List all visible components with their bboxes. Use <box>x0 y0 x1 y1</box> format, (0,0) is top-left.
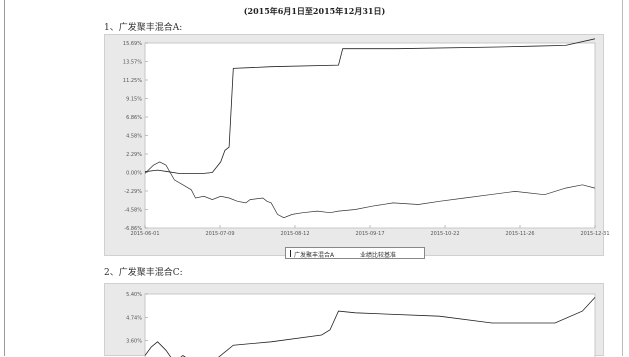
report-header-line2: (2015年6月1日至2015年12月31日) <box>243 6 386 16</box>
y-tick-label: 15.69% <box>123 41 142 47</box>
y-tick-label: 2.29% <box>126 152 142 158</box>
y-tick-label: 3.60% <box>126 339 142 345</box>
x-tick-label: 2015-11-26 <box>505 231 534 237</box>
x-tick-label: 2015-12-31 <box>580 231 609 237</box>
page-frame <box>4 0 623 356</box>
plot-area <box>144 42 596 229</box>
section-title-a: 1、广发聚丰混合A: <box>104 23 183 33</box>
series-line-benchmark <box>144 161 596 219</box>
legend-benchmark: 业绩比较基准 <box>360 252 397 259</box>
x-tick-label: 2015-07-09 <box>205 231 234 237</box>
x-tick-label: 2015-06-01 <box>130 231 159 237</box>
series-line-fund <box>144 38 596 174</box>
legend-series-a: 广发聚丰混合A <box>294 252 335 259</box>
y-tick-label: 4.74% <box>126 315 142 321</box>
y-tick-label: 9.15% <box>126 97 142 103</box>
y-tick-label: -2.29% <box>124 189 142 195</box>
y-tick-label: -4.58% <box>124 208 142 214</box>
y-tick-label: 11.25% <box>123 78 142 84</box>
chart-a-legend: 广发聚丰混合A 业绩比较基准 <box>285 247 425 259</box>
x-tick-label: 2015-09-17 <box>355 231 384 237</box>
plot-area <box>144 293 596 357</box>
y-tick-label: 13.57% <box>123 60 142 66</box>
chart-c: 5.40%4.74%3.60%2.89% <box>126 292 596 357</box>
y-tick-label: 4.58% <box>126 134 142 140</box>
chart-panel-a: 15.69% 13.57% 11.25% 9.15% 6.86% 4.58% 2.29% 0.… <box>104 34 610 256</box>
y-tick-label: 0.00% <box>126 171 142 177</box>
chart-a: 15.69% 13.57% 11.25% 9.15% 6.86% 4.58% 2.29% 0.… <box>123 38 610 237</box>
section-title-c: 2、广发聚丰混合C: <box>104 268 183 278</box>
y-tick-label: -6.86% <box>124 226 142 232</box>
x-tick-label: 2015-08-12 <box>280 231 309 237</box>
series-line-fund <box>144 297 596 357</box>
y-tick-label: 6.86% <box>126 115 142 121</box>
x-tick-label: 2015-10-22 <box>430 231 459 237</box>
chart-panel-c: 5.40%4.74%3.60%2.89% <box>104 283 604 357</box>
y-tick-label: 5.40% <box>126 292 142 298</box>
